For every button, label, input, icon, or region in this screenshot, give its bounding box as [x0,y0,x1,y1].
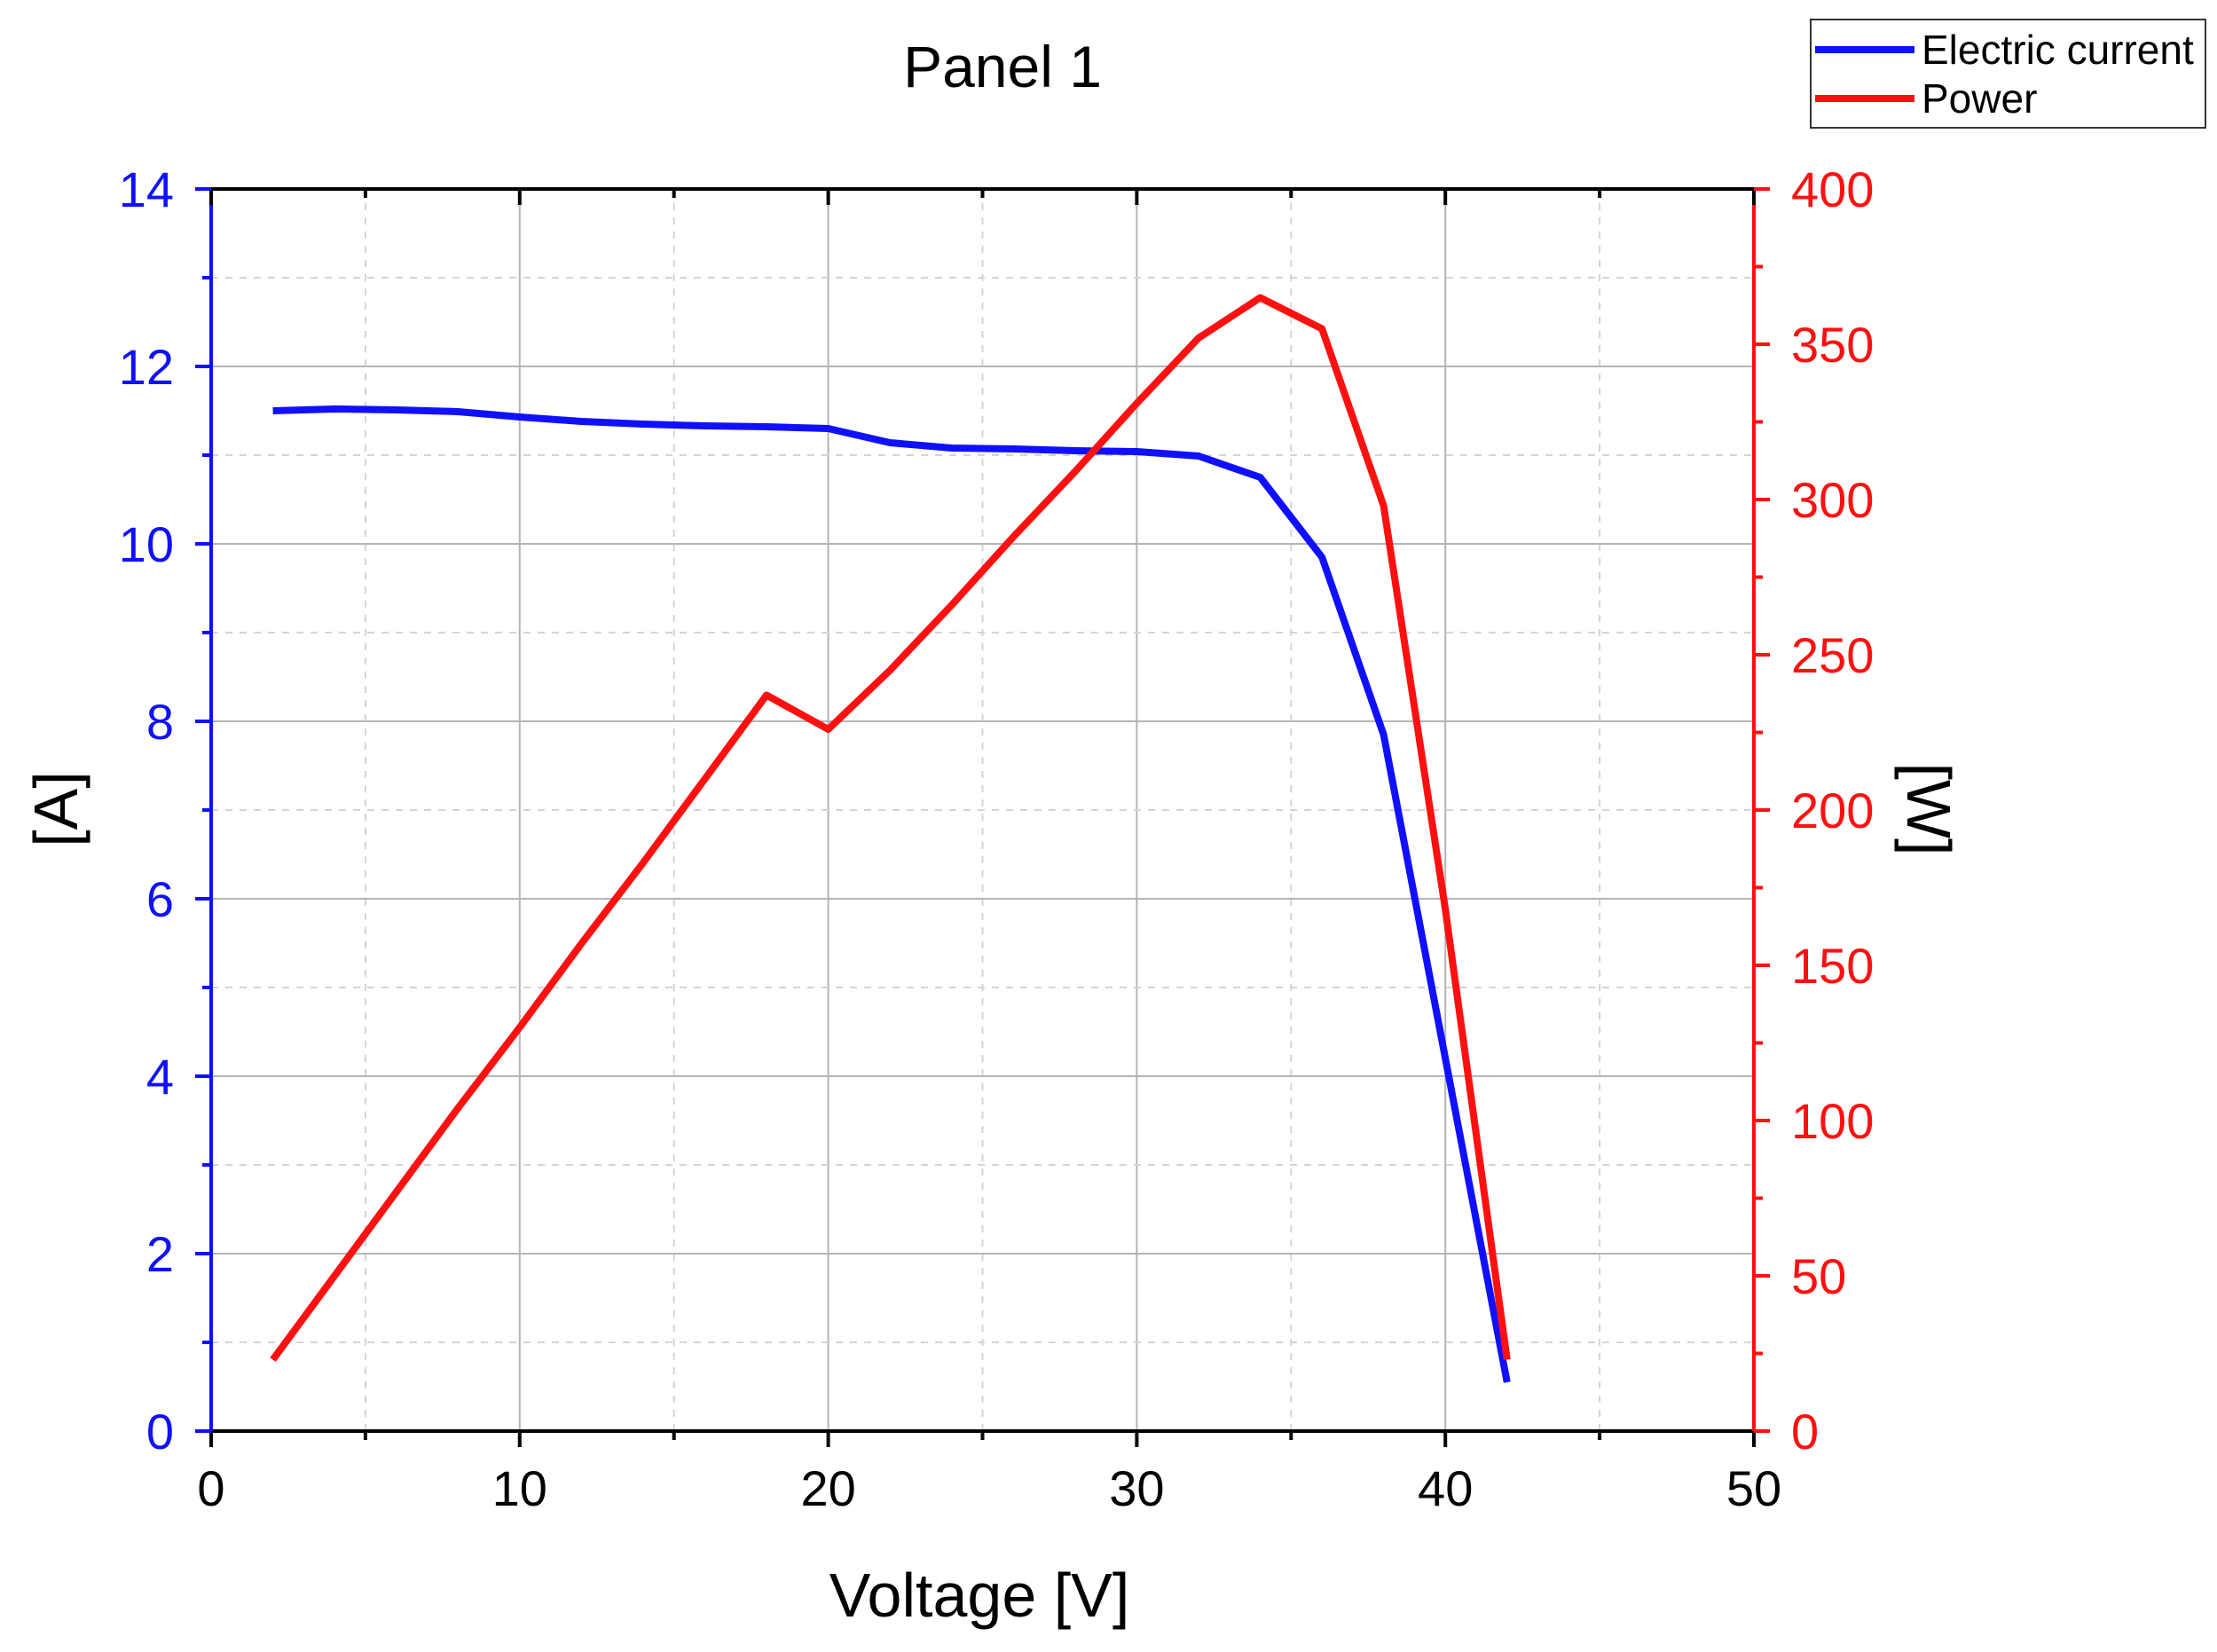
y-left-tick-label: 12 [119,339,174,395]
y-right-tick-label: 50 [1791,1248,1846,1304]
x-tick-label: 30 [1109,1460,1164,1516]
legend-label-power: Power [1922,75,2037,122]
y-left-tick-label: 8 [146,694,174,750]
series-line-power [270,294,1511,1362]
y-left-tick-label: 6 [146,871,174,927]
y-right-tick-label: 150 [1791,938,1874,994]
y-left-tick-label: 14 [119,161,174,217]
series-line-current [272,405,1511,1383]
y-left-tick-label: 2 [146,1226,174,1282]
legend-box [1810,19,2206,129]
y-left-tick-label: 4 [146,1049,174,1105]
y-right-tick-label: 0 [1791,1404,1819,1459]
y-right-tick-label: 100 [1791,1093,1874,1149]
chart-title: Panel 1 [903,34,1102,99]
y-left-tick-label: 0 [146,1404,174,1459]
axes [195,187,1770,1447]
legend-label-current: Electric current [1922,27,2194,73]
y-left-tick-label: 10 [119,516,174,572]
y-left-axis-label: [A] [21,771,90,847]
grid-lines [211,189,1754,1431]
legend: Electric current Power [1810,19,2206,129]
x-tick-label: 0 [197,1460,224,1516]
x-tick-label: 40 [1418,1460,1473,1516]
y-right-tick-label: 350 [1791,317,1874,373]
x-tick-label: 50 [1726,1460,1781,1516]
tick-labels: 0 10 20 30 40 5002468101214050100150200250300… [119,161,1875,1516]
y-right-tick-label: 200 [1791,783,1874,838]
y-right-tick-label: 300 [1791,472,1874,528]
x-tick-label: 10 [492,1460,547,1516]
y-right-tick-label: 250 [1791,627,1874,683]
y-right-tick-label: 400 [1791,161,1874,217]
series-layer [270,294,1511,1383]
x-tick-label: 20 [800,1460,855,1516]
x-axis-label: Voltage [V] [829,1561,1130,1630]
y-right-axis-label: [W] [1894,763,1963,856]
